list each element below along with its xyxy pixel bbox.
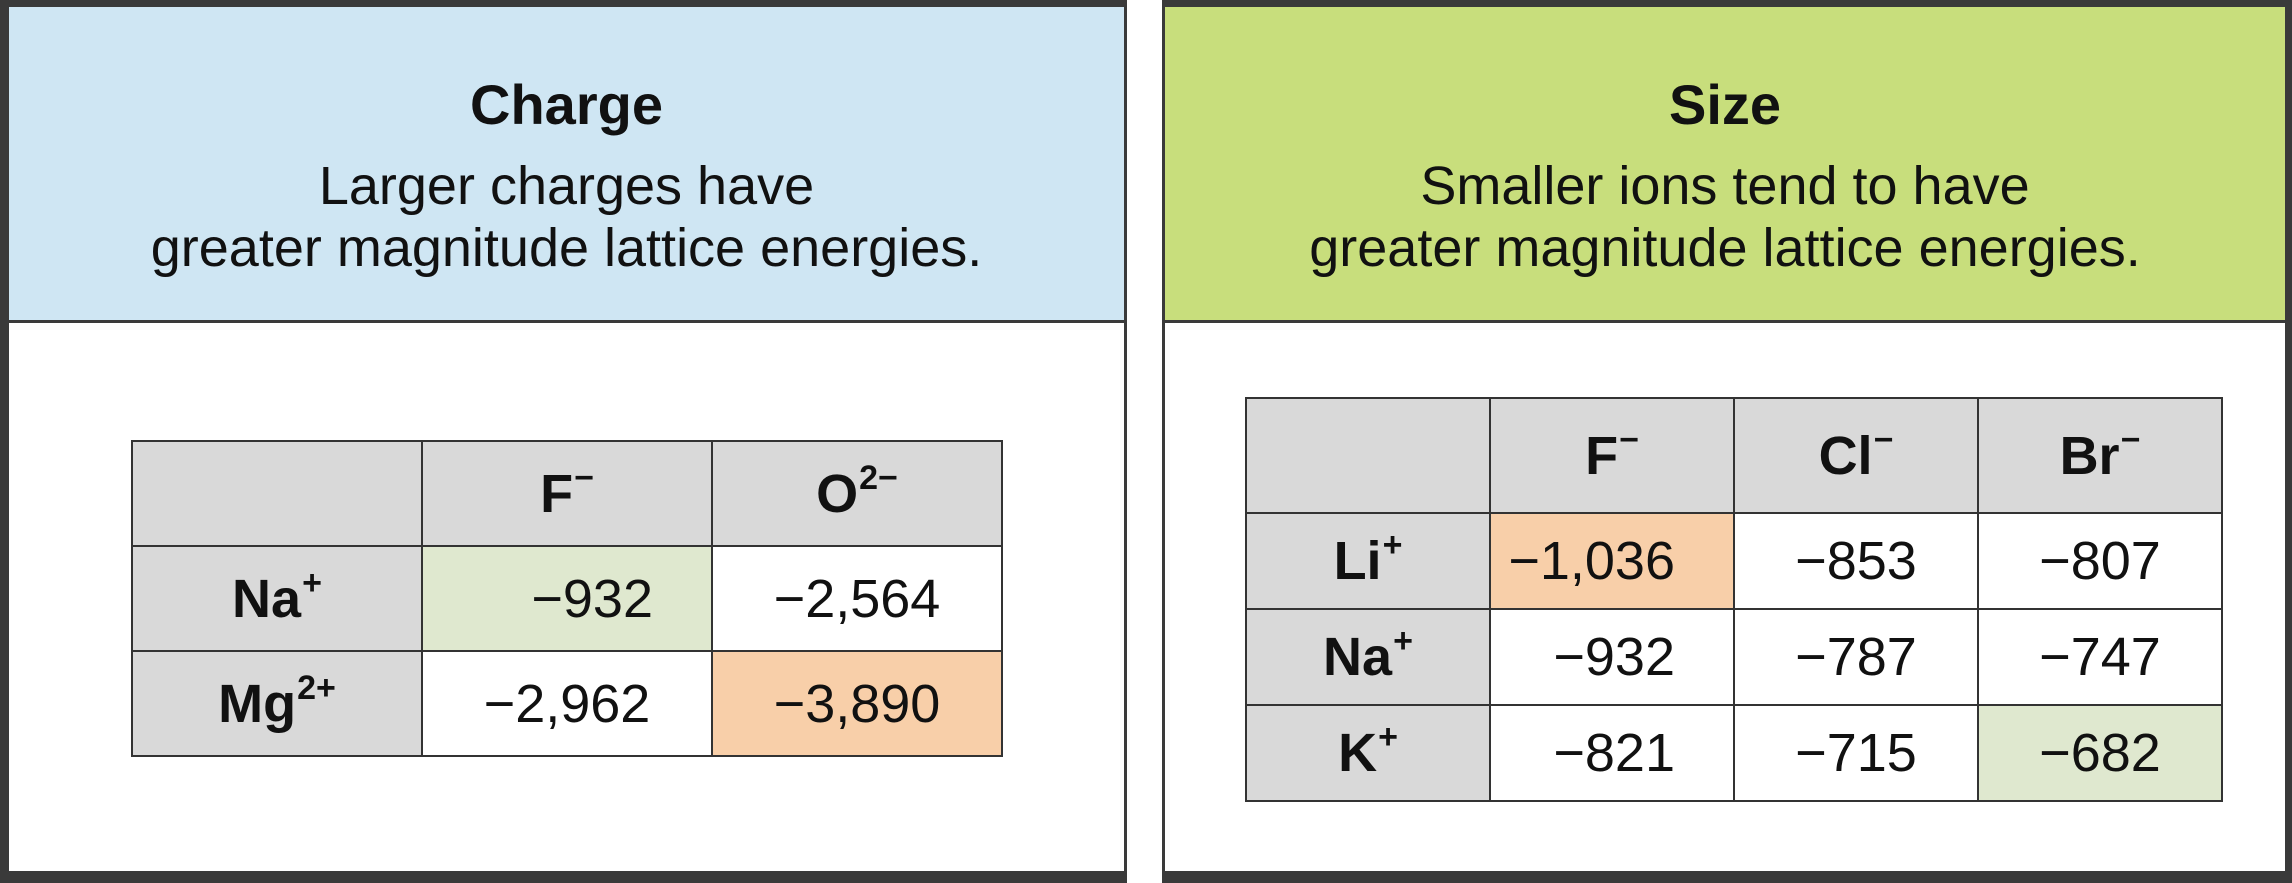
- row-header-potassium: K+: [1245, 704, 1491, 802]
- corner-cell: [131, 440, 423, 547]
- charge-description-line1: Larger charges have: [318, 156, 815, 216]
- ion-charge: 2−: [859, 458, 898, 497]
- col-header-fluoride: F−: [421, 440, 713, 547]
- size-lattice-table: F− Cl− Br− Li+ −1,036 −853 −807 Na+ −932…: [1245, 397, 2223, 802]
- table-row: Na+ −932 −787 −747: [1245, 608, 2223, 706]
- ion-symbol: Na: [1323, 627, 1393, 687]
- row-header-magnesium: Mg2+: [131, 650, 423, 757]
- col-header-chloride: Cl−: [1733, 397, 1979, 514]
- ion-symbol: F: [540, 463, 574, 524]
- value-cell: −787: [1733, 608, 1979, 706]
- col-header-fluoride: F−: [1489, 397, 1735, 514]
- size-description-line1: Smaller ions tend to have: [1420, 156, 2030, 216]
- value-cell: −3,890: [711, 650, 1003, 757]
- table-row: Mg2+ −2,962 −3,890: [131, 650, 1003, 757]
- table-row: K+ −821 −715 −682: [1245, 704, 2223, 802]
- charge-title: Charge: [470, 73, 663, 136]
- ion-charge: −: [574, 458, 594, 497]
- charge-lattice-table: F− O2− Na+ −932 −2,564 Mg2+ −2,962 −3,89…: [131, 440, 1003, 757]
- ion-symbol: K: [1338, 723, 1378, 783]
- charge-panel: Charge Larger charges have greater magni…: [6, 4, 1127, 874]
- value-cell: −1,036: [1489, 512, 1735, 610]
- size-header: Size Smaller ions tend to have greater m…: [1165, 7, 2285, 323]
- ion-charge: −: [2120, 420, 2141, 459]
- ion-symbol: Br: [2059, 425, 2120, 486]
- value-cell: −807: [1977, 512, 2223, 610]
- ion-charge: −: [1873, 420, 1894, 459]
- charge-header: Charge Larger charges have greater magni…: [9, 7, 1124, 323]
- row-header-lithium: Li+: [1245, 512, 1491, 610]
- value-cell: −682: [1977, 704, 2223, 802]
- size-description-line2: greater magnitude lattice energies.: [1309, 218, 2141, 278]
- ion-charge: −: [1619, 420, 1639, 459]
- ion-symbol: O: [816, 463, 859, 524]
- size-title: Size: [1668, 73, 1782, 136]
- ion-symbol: Mg: [218, 673, 297, 734]
- col-header-bromide: Br−: [1977, 397, 2223, 514]
- table-header-row: F− O2−: [131, 440, 1003, 547]
- ion-symbol: Na: [232, 568, 302, 629]
- corner-cell: [1245, 397, 1491, 514]
- value-cell: −2,564: [711, 545, 1003, 652]
- table-row: Na+ −932 −2,564: [131, 545, 1003, 652]
- ion-charge: +: [302, 563, 322, 602]
- ion-symbol: F: [1585, 425, 1619, 486]
- row-header-sodium: Na+: [131, 545, 423, 652]
- ion-charge: +: [1378, 718, 1398, 756]
- value-cell: −821: [1489, 704, 1735, 802]
- row-header-sodium: Na+: [1245, 608, 1491, 706]
- ion-symbol: Cl: [1818, 425, 1873, 486]
- col-header-oxide: O2−: [711, 440, 1003, 547]
- table-header-row: F− Cl− Br−: [1245, 397, 2223, 514]
- panel-divider: [1127, 0, 1162, 883]
- value-cell: −715: [1733, 704, 1979, 802]
- value-cell: −747: [1977, 608, 2223, 706]
- size-panel: Size Smaller ions tend to have greater m…: [1162, 4, 2288, 874]
- value-cell: −853: [1733, 512, 1979, 610]
- ion-charge: 2+: [297, 668, 336, 707]
- charge-description-line2: greater magnitude lattice energies.: [150, 218, 983, 278]
- ion-charge: +: [1382, 526, 1403, 564]
- ion-symbol: Li: [1333, 531, 1382, 591]
- table-row: Li+ −1,036 −853 −807: [1245, 512, 2223, 610]
- ion-charge: +: [1393, 622, 1413, 660]
- value-cell: −932: [421, 545, 713, 652]
- value-cell: −2,962: [421, 650, 713, 757]
- value-cell: −932: [1489, 608, 1735, 706]
